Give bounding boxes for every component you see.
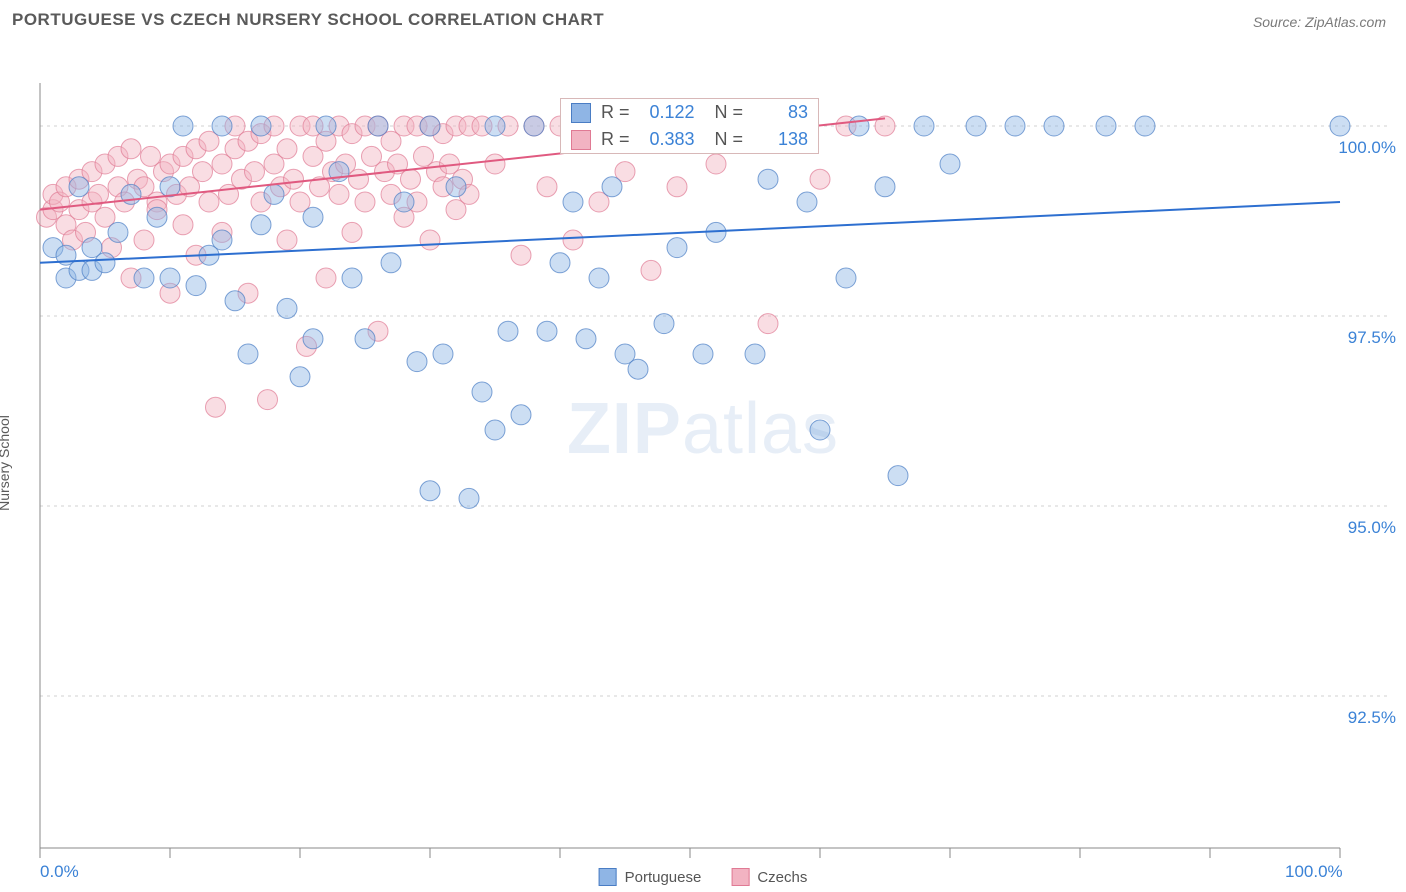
- stats-color-swatch: [571, 130, 591, 150]
- stats-legend-box: R = 0.122 N = 83 R = 0.383 N = 138: [560, 98, 819, 154]
- legend-swatch: [731, 868, 749, 886]
- stats-n-value: 83: [753, 102, 808, 123]
- y-tick-label: 100.0%: [1338, 138, 1396, 158]
- stats-r-value: 0.383: [640, 129, 695, 150]
- legend-item: Portuguese: [599, 868, 702, 886]
- chart-title: PORTUGUESE VS CZECH NURSERY SCHOOL CORRE…: [12, 10, 604, 30]
- stats-color-swatch: [571, 103, 591, 123]
- stats-n-label: N =: [705, 102, 744, 123]
- legend-item: Czechs: [731, 868, 807, 886]
- scatter-plot: [0, 38, 1406, 888]
- legend: Portuguese Czechs: [599, 868, 808, 886]
- legend-label: Czechs: [757, 869, 807, 886]
- source-label: Source: ZipAtlas.com: [1253, 14, 1386, 30]
- y-tick-label: 92.5%: [1348, 708, 1396, 728]
- stats-r-label: R =: [601, 129, 630, 150]
- stats-r-label: R =: [601, 102, 630, 123]
- stats-r-value: 0.122: [640, 102, 695, 123]
- x-tick-label: 100.0%: [1285, 862, 1343, 882]
- stats-n-value: 138: [753, 129, 808, 150]
- legend-label: Portuguese: [625, 869, 702, 886]
- title-bar: PORTUGUESE VS CZECH NURSERY SCHOOL CORRE…: [0, 0, 1406, 38]
- y-axis-label: Nursery School: [0, 415, 12, 511]
- stats-row: R = 0.122 N = 83: [561, 99, 818, 126]
- x-tick-label: 0.0%: [40, 862, 79, 882]
- stats-row: R = 0.383 N = 138: [561, 126, 818, 153]
- y-tick-label: 97.5%: [1348, 328, 1396, 348]
- y-tick-label: 95.0%: [1348, 518, 1396, 538]
- legend-swatch: [599, 868, 617, 886]
- stats-n-label: N =: [705, 129, 744, 150]
- chart-area: Nursery School ZIPatlas R =0.122 N =83R …: [0, 38, 1406, 888]
